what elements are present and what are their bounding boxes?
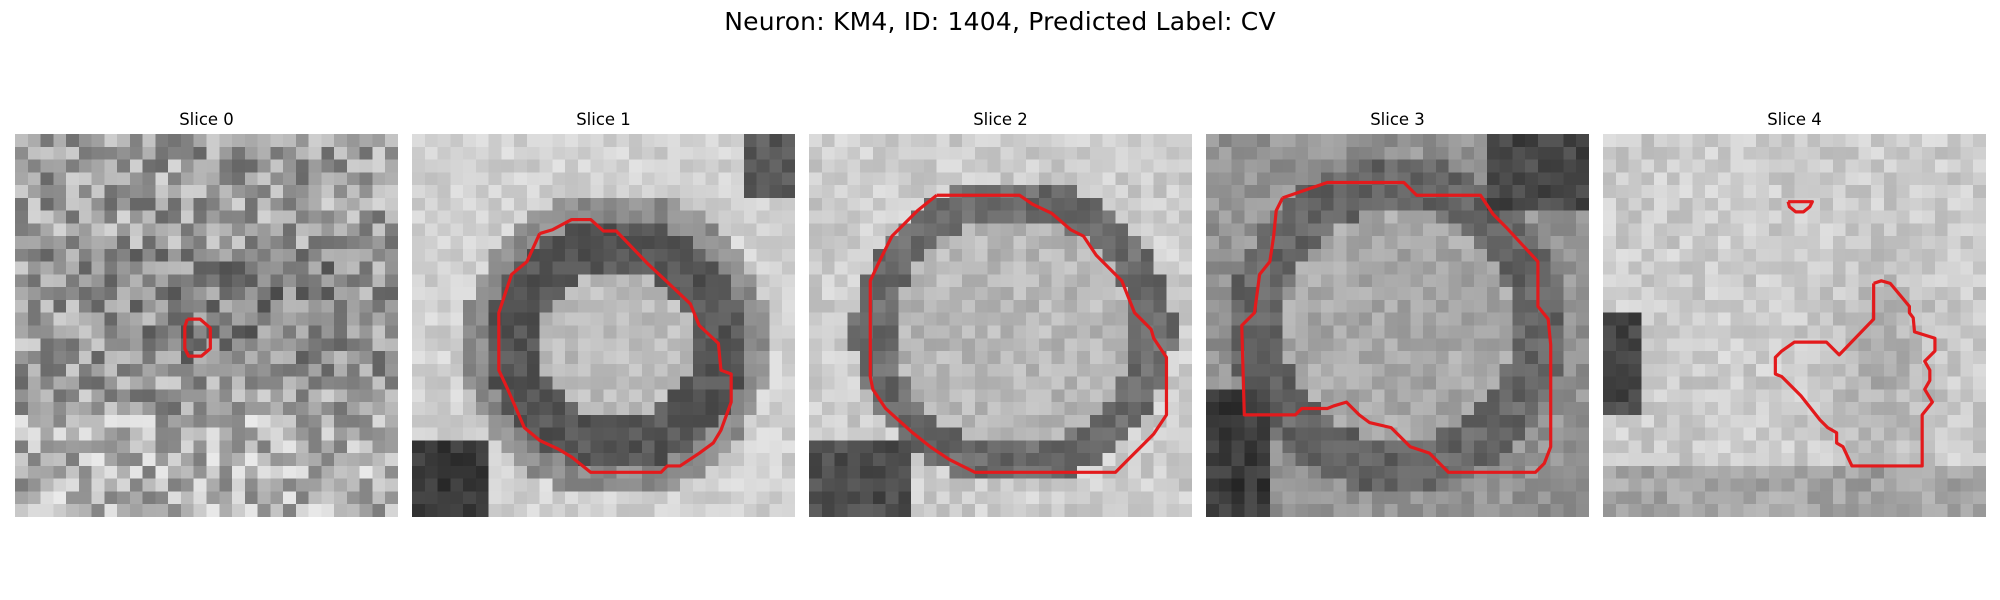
grayscale-pixel-grid [809,134,1192,517]
figure-title: Neuron: KM4, ID: 1404, Predicted Label: … [724,7,1276,36]
slice-image-0 [15,134,398,517]
roi-contour-4a [1786,200,1814,214]
slice-image-4 [1603,134,1986,517]
grayscale-pixel-grid [15,134,398,517]
roi-contour-2 [868,193,1169,474]
slice-panel-3: Slice 3 [1206,108,1589,517]
slice-title-2: Slice 2 [973,110,1028,129]
slice-title-3: Slice 3 [1370,110,1425,129]
grayscale-pixel-grid [1603,134,1986,517]
slice-panel-0: Slice 0 [15,108,398,517]
slice-image-3 [1206,134,1589,517]
slice-title-0: Slice 0 [179,110,234,129]
slice-panel-1: Slice 1 [412,108,795,517]
slice-title-1: Slice 1 [576,110,631,129]
roi-contour-1 [497,217,733,474]
roi-contour-4b [1773,279,1937,468]
slice-panel-2: Slice 2 [809,108,1192,517]
slice-title-4: Slice 4 [1767,110,1822,129]
roi-contour-0 [183,317,212,358]
roi-contour-3 [1240,180,1553,474]
grayscale-pixel-grid [1206,134,1589,517]
slice-image-1 [412,134,795,517]
slice-panel-4: Slice 4 [1603,108,1986,517]
slice-image-2 [809,134,1192,517]
grayscale-pixel-grid [412,134,795,517]
